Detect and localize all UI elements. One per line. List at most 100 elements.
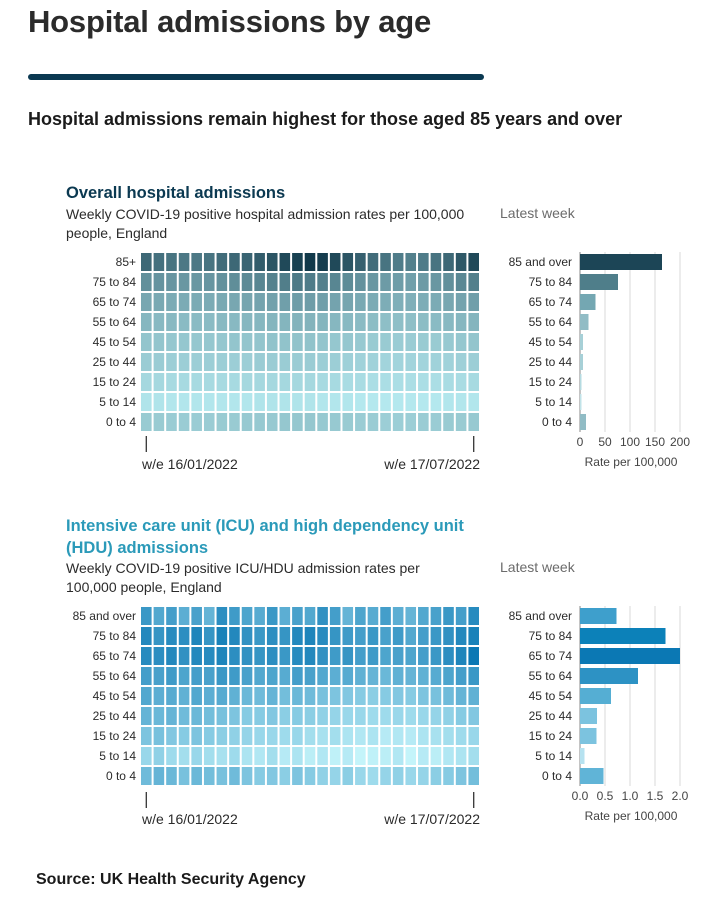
heatmap-cell — [216, 413, 228, 431]
heatmap-cell — [304, 353, 316, 371]
heatmap-cell — [317, 333, 328, 351]
heatmap-cell — [304, 373, 316, 391]
heatmap-cell — [443, 293, 454, 311]
heatmap-cell — [430, 373, 442, 391]
heatmap-cell — [241, 353, 253, 371]
heatmap-cell — [292, 273, 303, 291]
heatmap-cell — [304, 293, 316, 311]
heatmap-cell — [329, 413, 341, 431]
heatmap-cell — [405, 393, 417, 411]
heatmap-row-label: 5 to 14 — [99, 395, 136, 409]
heatmap-cell — [317, 273, 328, 291]
heatmap-cell — [292, 393, 303, 411]
admissions-chart-subtitle: Weekly COVID-19 positive hospital admiss… — [66, 206, 465, 241]
heatmap-row-label: 85+ — [116, 255, 136, 269]
heatmap-cell — [392, 413, 404, 431]
heatmap-cell — [141, 413, 152, 431]
heatmap-cell — [367, 353, 379, 371]
heatmap-cell — [216, 333, 228, 351]
heatmap-cell — [430, 293, 442, 311]
heatmap-cell — [329, 293, 341, 311]
heatmap-cell — [266, 353, 278, 371]
heatmap-cell — [166, 413, 177, 431]
heatmap-cell — [229, 333, 240, 351]
heatmap-cell — [392, 333, 404, 351]
heatmap-cell — [380, 313, 391, 331]
heatmap-cell — [355, 273, 366, 291]
heatmap-cell — [229, 273, 240, 291]
page-lede: Hospital admissions remain highest for t… — [28, 109, 623, 129]
icu-chart-title: Intensive care unit (ICU) and high depen… — [66, 517, 464, 557]
heatmap-cell — [355, 413, 366, 431]
heatmap-cell — [380, 293, 391, 311]
heatmap-cell — [443, 413, 454, 431]
heatmap-cell — [430, 413, 442, 431]
heatmap-cell — [241, 273, 253, 291]
heatmap-cell — [418, 333, 429, 351]
heatmap-cell — [342, 293, 354, 311]
heatmap-cell — [166, 253, 177, 271]
heatmap-cell — [166, 373, 177, 391]
heatmap-cell — [178, 253, 190, 271]
heatmap-cell — [392, 293, 404, 311]
heatmap-cell — [178, 293, 190, 311]
heatmap-cell — [191, 353, 202, 371]
heatmap-cell — [329, 253, 341, 271]
heatmap-cell — [141, 353, 152, 371]
heatmap-cell — [418, 373, 429, 391]
heatmap-cell — [279, 293, 291, 311]
heatmap-cell — [317, 253, 328, 271]
heatmap-cell — [367, 273, 379, 291]
heatmap-cell — [367, 253, 379, 271]
heatmap-cell — [266, 293, 278, 311]
heatmap-cell — [229, 413, 240, 431]
heatmap-cell — [279, 253, 291, 271]
heatmap-cell — [380, 393, 391, 411]
heatmap-cell — [279, 313, 291, 331]
heatmap-cell — [355, 373, 366, 391]
heatmap-cell — [329, 373, 341, 391]
heatmap-cell — [443, 273, 454, 291]
heatmap-cell — [191, 373, 202, 391]
heatmap-cell — [304, 393, 316, 411]
heatmap-cell — [380, 373, 391, 391]
heatmap-cell — [166, 293, 177, 311]
heatmap-cell — [430, 393, 442, 411]
heatmap-cell — [304, 413, 316, 431]
heatmap-cell — [229, 313, 240, 331]
heatmap-cell — [279, 413, 291, 431]
heatmap-cell — [254, 353, 265, 371]
heatmap-cell — [229, 253, 240, 271]
title-rule — [28, 74, 484, 80]
heatmap-cell — [266, 373, 278, 391]
heatmap-cell — [367, 293, 379, 311]
heatmap-cell — [254, 273, 265, 291]
heatmap-cell — [455, 393, 467, 411]
heatmap-cell — [317, 393, 328, 411]
heatmap-cell — [455, 353, 467, 371]
heatmap-cell — [405, 413, 417, 431]
heatmap-cell — [405, 313, 417, 331]
heatmap-cell — [342, 253, 354, 271]
heatmap-cell — [355, 353, 366, 371]
heatmap-cell — [292, 353, 303, 371]
heatmap-cell — [380, 253, 391, 271]
heatmap-cell — [342, 273, 354, 291]
heatmap-cell — [455, 273, 467, 291]
heatmap-cell — [418, 313, 429, 331]
heatmap-cell — [329, 313, 341, 331]
heatmap-cell — [292, 313, 303, 331]
heatmap-cell — [153, 273, 165, 291]
heatmap-row-label: 55 to 64 — [93, 315, 137, 329]
heatmap-cell — [342, 393, 354, 411]
heatmap-cell — [418, 413, 429, 431]
heatmap-cell — [178, 373, 190, 391]
heatmap-row-label: 25 to 44 — [93, 355, 137, 369]
heatmap-cell — [367, 393, 379, 411]
heatmap-cell — [153, 373, 165, 391]
heatmap-cell — [392, 313, 404, 331]
heatmap-cell — [153, 333, 165, 351]
heatmap-cell — [279, 333, 291, 351]
heatmap-cell — [355, 393, 366, 411]
heatmap-cell — [216, 393, 228, 411]
